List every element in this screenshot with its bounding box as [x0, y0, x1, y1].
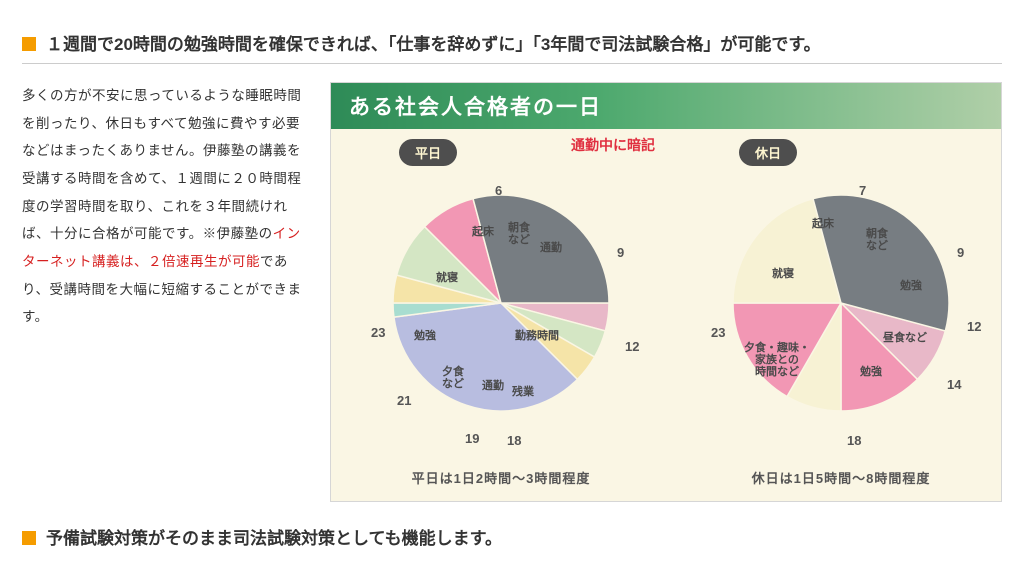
- section-heading-1: １週間で20時間の勉強時間を確保できれば、「仕事を辞めずに」「3年間で司法試験合…: [22, 30, 1002, 55]
- svg-text:起床: 起床: [471, 224, 495, 238]
- svg-text:朝食: 朝食: [508, 220, 531, 234]
- svg-text:時間など: 時間など: [755, 364, 799, 378]
- holiday-caption: 休日は1日5時間〜8時間程度: [671, 468, 1011, 487]
- svg-text:勉強: 勉強: [859, 364, 882, 378]
- svg-text:勤務時間: 勤務時間: [515, 328, 559, 342]
- svg-text:残業: 残業: [512, 384, 535, 398]
- heading-text: １週間で20時間の勉強時間を確保できれば、「仕事を辞めずに」「3年間で司法試験合…: [46, 35, 821, 54]
- svg-text:通勤: 通勤: [482, 378, 504, 392]
- svg-text:通勤: 通勤: [540, 240, 562, 254]
- section-heading-2: 予備試験対策がそのまま司法試験対策としても機能します。: [22, 524, 1002, 549]
- svg-text:起床: 起床: [811, 216, 835, 230]
- bullet-icon: [22, 37, 36, 51]
- svg-text:など: など: [442, 377, 464, 390]
- schedule-figure: ある社会人合格者の一日 通勤中に暗記 平日 朝食など通勤勤務時間残業通勤夕食など…: [330, 82, 1002, 502]
- paragraph-a: 多くの方が不安に思っているような睡眠時間を削ったり、休日もすべて勉強に費やす必要…: [22, 88, 301, 241]
- svg-text:朝食: 朝食: [866, 226, 889, 240]
- svg-text:夕食・趣味・: 夕食・趣味・: [744, 340, 810, 354]
- svg-text:家族との: 家族との: [755, 352, 799, 366]
- svg-text:など: など: [866, 239, 888, 252]
- svg-text:など: など: [508, 233, 530, 246]
- weekday-badge: 平日: [399, 139, 457, 166]
- holiday-chart: 休日 朝食など勉強昼食など勉強夕食・趣味・家族との時間など就寝起床 791214…: [671, 127, 1011, 501]
- svg-text:勉強: 勉強: [413, 328, 436, 342]
- charts-row: 平日 朝食など通勤勤務時間残業通勤夕食など勉強就寝起床 691218192123…: [331, 127, 1001, 501]
- bullet-icon: [22, 531, 36, 545]
- svg-text:昼食など: 昼食など: [882, 330, 927, 344]
- weekday-chart: 平日 朝食など通勤勤務時間残業通勤夕食など勉強就寝起床 691218192123…: [331, 127, 671, 501]
- figure-banner: ある社会人合格者の一日: [331, 83, 1001, 129]
- svg-text:就寝: 就寝: [772, 266, 794, 280]
- weekday-caption: 平日は1日2時間〜3時間程度: [331, 468, 671, 487]
- paragraph-column: 多くの方が不安に思っているような睡眠時間を削ったり、休日もすべて勉強に費やす必要…: [22, 82, 312, 502]
- divider: [22, 63, 1002, 64]
- heading-2-text: 予備試験対策がそのまま司法試験対策としても機能します。: [46, 529, 502, 548]
- content-row: 多くの方が不安に思っているような睡眠時間を削ったり、休日もすべて勉強に費やす必要…: [22, 82, 1002, 502]
- holiday-pie: 朝食など勉強昼食など勉強夕食・趣味・家族との時間など就寝起床: [671, 127, 1011, 457]
- weekday-pie: 朝食など通勤勤務時間残業通勤夕食など勉強就寝起床: [331, 127, 671, 457]
- page: １週間で20時間の勉強時間を確保できれば、「仕事を辞めずに」「3年間で司法試験合…: [0, 0, 1024, 549]
- holiday-badge: 休日: [739, 139, 797, 166]
- svg-text:勉強: 勉強: [899, 278, 922, 292]
- svg-text:夕食: 夕食: [442, 364, 465, 378]
- svg-text:就寝: 就寝: [436, 270, 458, 284]
